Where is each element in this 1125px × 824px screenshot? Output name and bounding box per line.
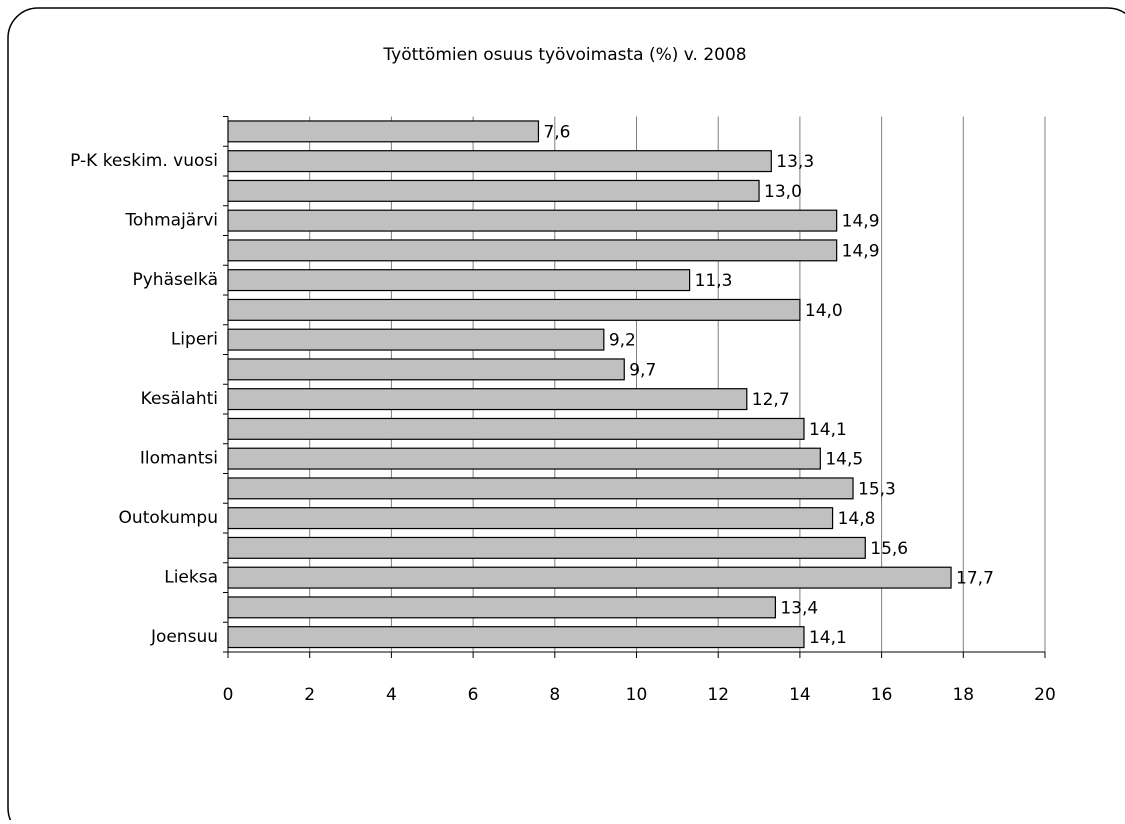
- y-tick-label: Lieksa: [164, 568, 218, 588]
- y-tick-label: Kesälahti: [141, 389, 218, 409]
- y-tick-label: Joensuu: [150, 627, 218, 647]
- x-tick-label: 0: [223, 685, 234, 705]
- x-tick-label: 8: [549, 685, 560, 705]
- bar: [227, 388, 748, 411]
- x-tick-label: 16: [871, 685, 893, 705]
- x-tick-label: 12: [707, 685, 729, 705]
- x-tick-label: 10: [626, 685, 648, 705]
- y-tick-label: Tohmajärvi: [124, 211, 218, 231]
- bar: [227, 209, 838, 232]
- bar: [227, 150, 772, 173]
- data-label: 12,7: [752, 390, 790, 410]
- bar: [227, 447, 821, 470]
- bar: [227, 566, 952, 589]
- data-label: 9,2: [609, 331, 636, 351]
- y-tick-label: Outokumpu: [119, 508, 218, 528]
- data-label: 14,5: [825, 450, 863, 470]
- data-label: 14,9: [842, 241, 880, 261]
- data-label: 13,4: [780, 598, 818, 618]
- bar: [227, 328, 605, 351]
- y-tick-label: Liperi: [171, 330, 218, 350]
- data-label: 13,0: [764, 182, 802, 202]
- data-label: 15,3: [858, 479, 896, 499]
- chart-title: Työttömien osuus työvoimasta (%) v. 2008: [382, 45, 746, 65]
- bar: [227, 536, 866, 559]
- data-label: 7,6: [543, 122, 570, 142]
- data-label: 9,7: [629, 360, 656, 380]
- bar: [227, 626, 805, 649]
- data-label: 14,1: [809, 628, 847, 648]
- bar: [227, 358, 625, 381]
- bar: [227, 417, 805, 440]
- x-tick-label: 4: [386, 685, 397, 705]
- bar: [227, 477, 854, 500]
- bar: [227, 120, 540, 143]
- bar: [227, 507, 834, 530]
- data-label: 14,1: [809, 420, 847, 440]
- data-label: 11,3: [695, 271, 733, 291]
- data-label: 14,9: [842, 212, 880, 232]
- x-tick-label: 6: [468, 685, 479, 705]
- bar: [227, 269, 691, 292]
- data-label: 17,7: [956, 569, 994, 589]
- data-label: 15,6: [870, 539, 908, 559]
- y-tick-label: Ilomantsi: [140, 449, 218, 469]
- y-tick-label: P-K keskim. vuosi: [70, 151, 218, 171]
- x-tick-label: 18: [952, 685, 974, 705]
- bar: [227, 298, 801, 321]
- x-tick-label: 20: [1034, 685, 1056, 705]
- data-label: 14,8: [838, 509, 876, 529]
- bar: [227, 239, 838, 262]
- x-tick-label: 14: [789, 685, 811, 705]
- data-label: 14,0: [805, 301, 843, 321]
- bar: [227, 179, 760, 202]
- data-label: 13,3: [776, 152, 814, 172]
- bar: [227, 596, 776, 619]
- y-tick-label: Pyhäselkä: [132, 270, 218, 290]
- x-tick-label: 2: [304, 685, 315, 705]
